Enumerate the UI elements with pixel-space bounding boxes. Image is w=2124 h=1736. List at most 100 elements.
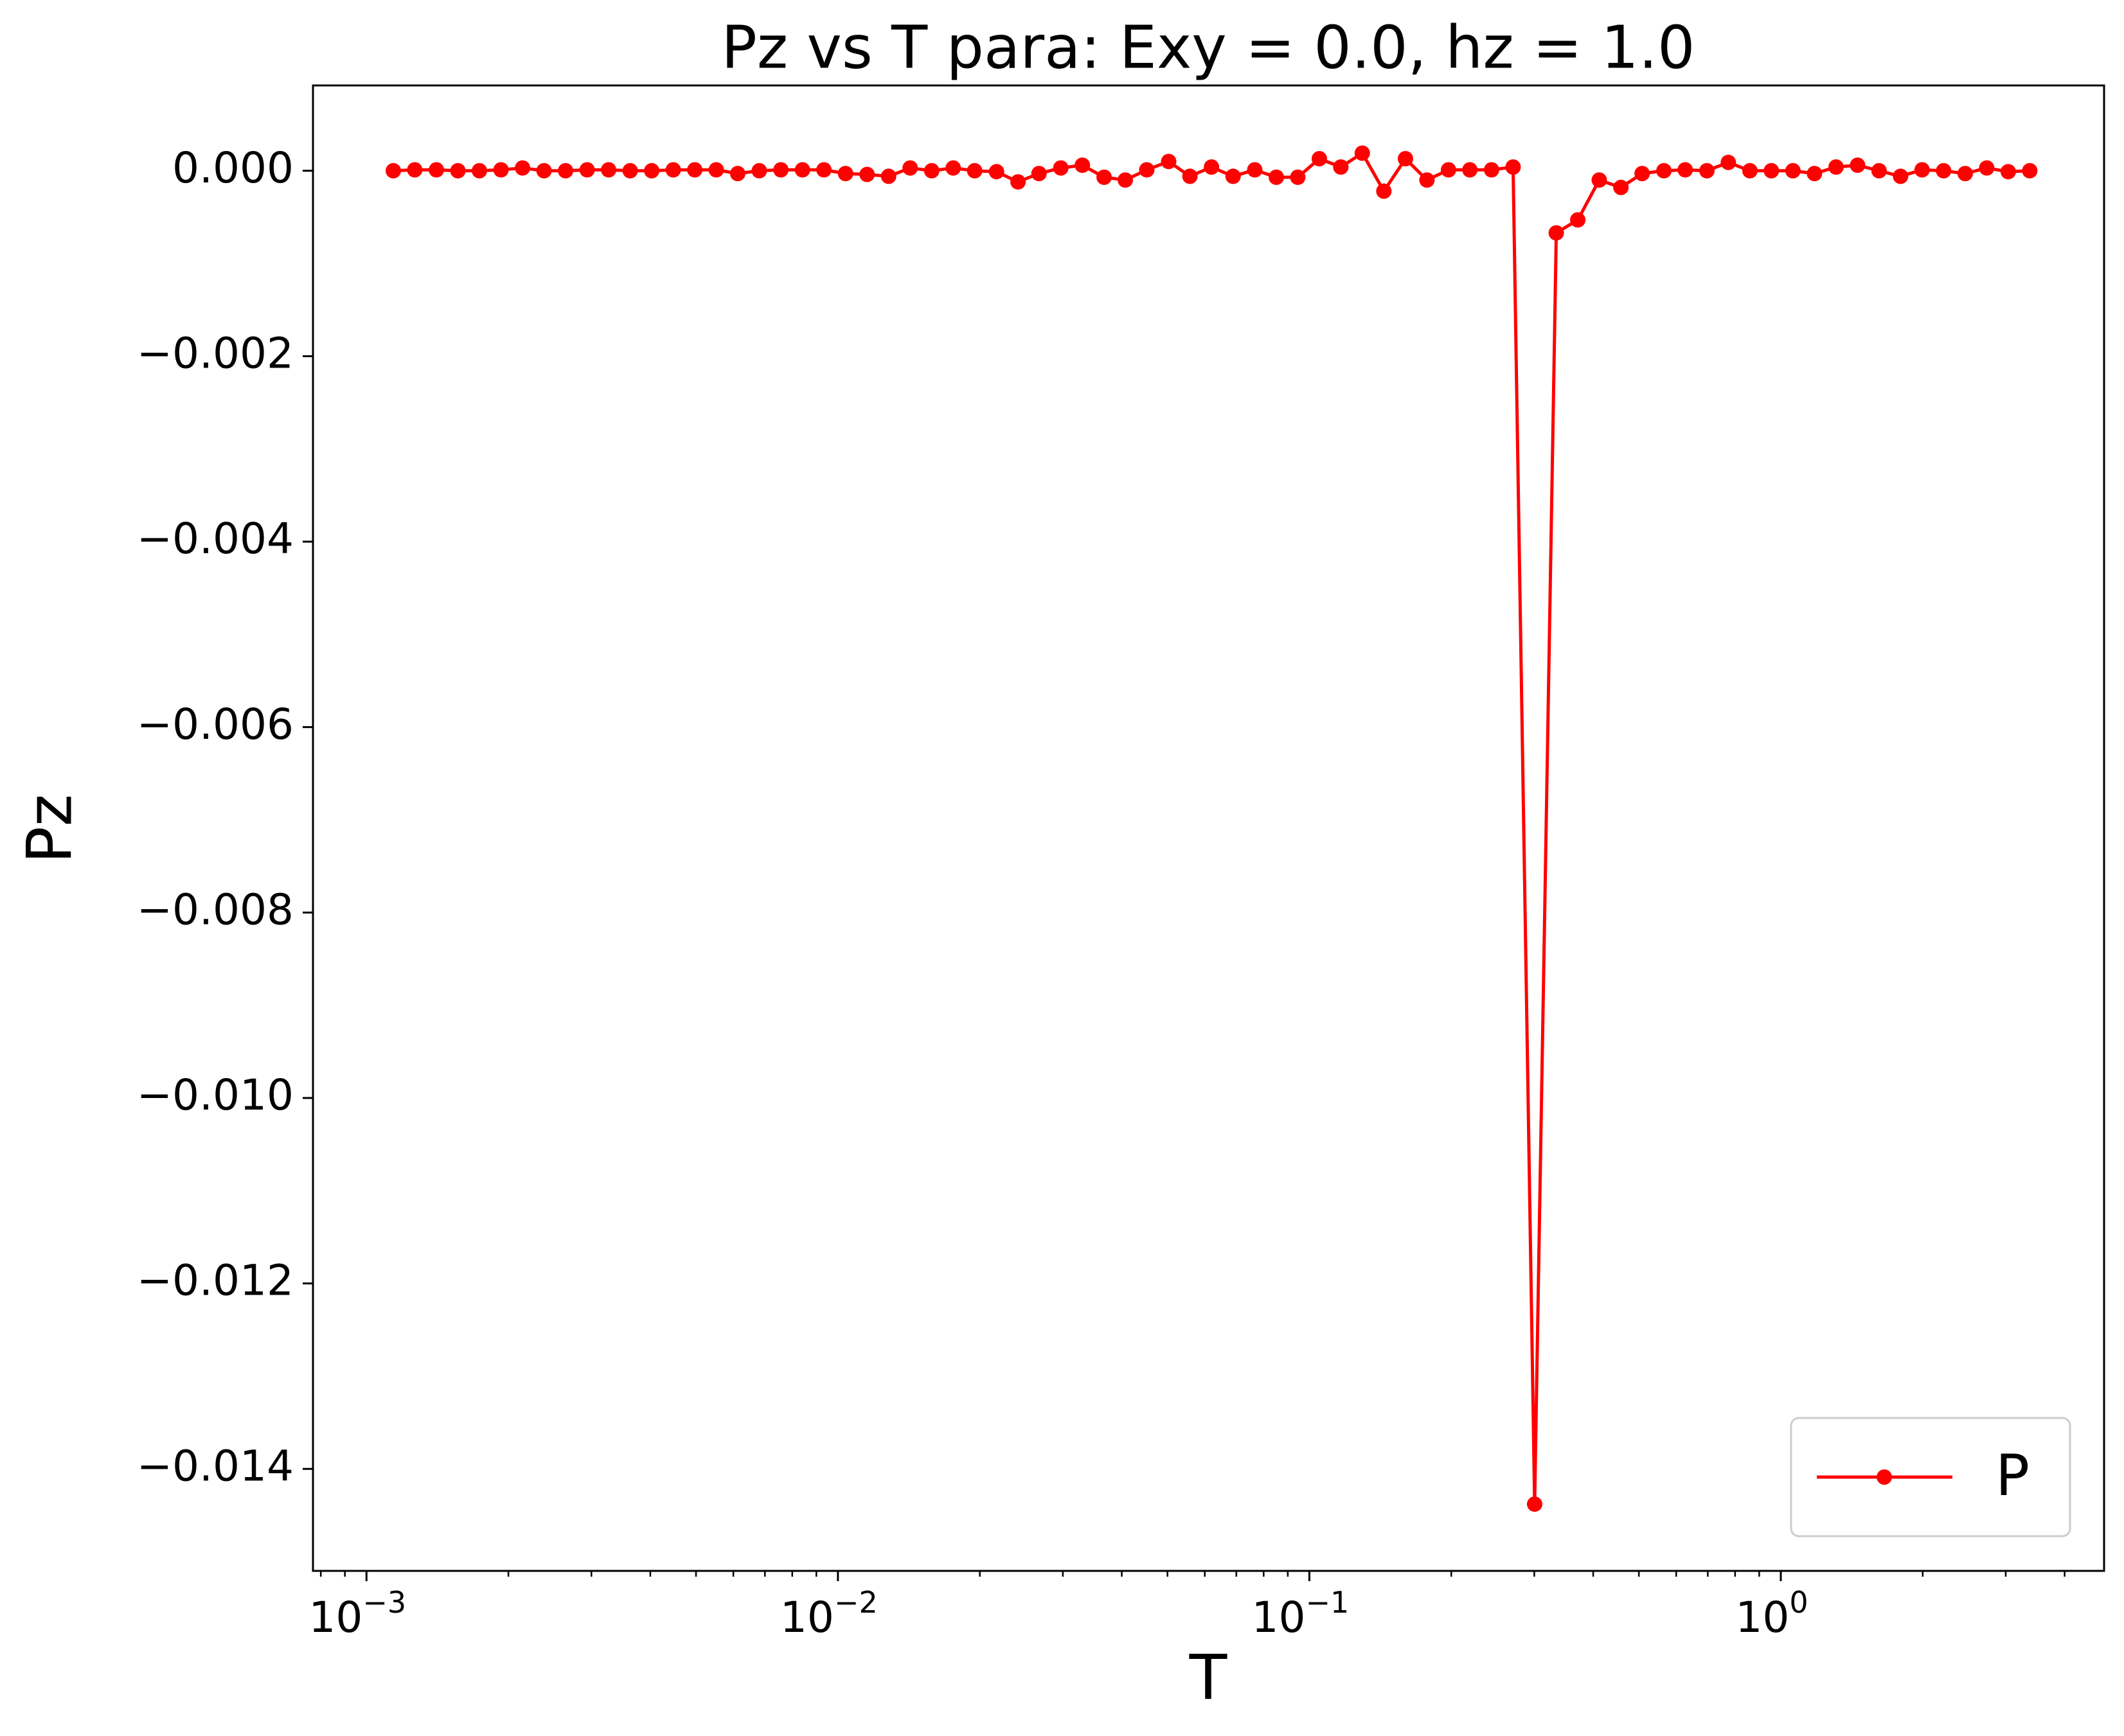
data-point <box>1979 160 1995 176</box>
data-point <box>924 163 940 179</box>
x-tick-exponent: −3 <box>362 1585 406 1620</box>
x-tick-base: 10 <box>780 1593 834 1642</box>
data-point <box>1290 169 1306 185</box>
y-tick-label: 0.000 <box>172 143 294 193</box>
data-point <box>837 166 853 182</box>
data-point <box>644 163 660 179</box>
data-point <box>1075 157 1091 173</box>
data-point <box>794 162 810 178</box>
data-point <box>665 162 681 178</box>
data-point <box>601 162 617 178</box>
data-point <box>1268 169 1284 185</box>
data-point <box>1440 162 1456 178</box>
legend-label: P <box>1995 1442 2030 1509</box>
x-tick-exponent: −2 <box>834 1585 878 1620</box>
y-tick-label: −0.006 <box>137 700 294 749</box>
data-point <box>1591 172 1607 188</box>
data-point <box>1247 162 1263 178</box>
data-point <box>967 163 983 179</box>
data-point <box>386 163 402 179</box>
data-point <box>1548 225 1564 241</box>
data-point <box>816 162 832 178</box>
data-point <box>1763 163 1780 179</box>
data-point <box>1634 166 1650 182</box>
data-point <box>1311 151 1327 167</box>
data-point <box>1462 162 1478 178</box>
data-point <box>2000 164 2016 180</box>
x-tick-label: 10−1 <box>1251 1585 1349 1642</box>
data-point <box>902 160 918 176</box>
data-point <box>1031 166 1047 182</box>
data-point <box>1742 163 1758 179</box>
x-tick-base: 10 <box>308 1593 362 1642</box>
y-tick-label: −0.004 <box>137 514 294 563</box>
data-point <box>945 160 961 176</box>
data-point <box>1914 162 1930 178</box>
data-point <box>515 160 531 176</box>
data-point <box>1053 160 1069 176</box>
data-point <box>1118 172 1134 188</box>
data-point <box>622 163 638 179</box>
x-tick-base: 10 <box>1735 1593 1789 1642</box>
data-point <box>1957 166 1973 182</box>
data-point <box>859 166 875 182</box>
data-point <box>2022 163 2038 179</box>
data-point <box>1656 163 1672 179</box>
data-point <box>1204 159 1220 175</box>
x-axis-label: T <box>1189 1642 1227 1714</box>
data-point <box>708 162 724 178</box>
data-point <box>579 162 595 178</box>
data-point <box>1936 163 1952 179</box>
chart-title: Pz vs T para: Exy = 0.0, hz = 1.0 <box>721 13 1695 82</box>
data-point <box>1010 174 1026 190</box>
x-tick-exponent: −1 <box>1305 1585 1349 1620</box>
data-point <box>1677 162 1693 178</box>
data-point <box>1139 162 1155 178</box>
data-point <box>1828 159 1844 175</box>
data-point <box>988 164 1004 180</box>
data-point <box>1850 157 1866 173</box>
data-point <box>729 166 745 182</box>
data-point <box>558 163 574 179</box>
data-point <box>1526 1496 1542 1512</box>
y-axis-label: Pz <box>13 794 85 864</box>
data-point <box>471 163 487 179</box>
data-point <box>1225 168 1241 184</box>
data-point <box>536 163 552 179</box>
y-tick-label: −0.008 <box>137 885 294 934</box>
data-point <box>880 168 897 184</box>
data-point <box>450 163 466 179</box>
x-tick-exponent: 0 <box>1789 1585 1808 1620</box>
y-tick-label: −0.002 <box>137 328 294 378</box>
plot-frame <box>312 84 2105 1572</box>
data-point <box>1333 159 1349 175</box>
data-point <box>751 163 767 179</box>
data-point <box>687 162 703 178</box>
x-tick-base: 10 <box>1251 1593 1305 1642</box>
data-point <box>1483 162 1499 178</box>
data-point <box>1785 163 1801 179</box>
data-point <box>407 162 423 178</box>
legend-marker <box>1877 1469 1892 1485</box>
data-point <box>1570 212 1586 228</box>
data-point <box>773 162 789 178</box>
data-point <box>1871 163 1887 179</box>
data-point <box>1354 145 1370 161</box>
data-point <box>429 162 445 178</box>
data-point <box>1893 168 1909 184</box>
data-point <box>1161 154 1177 170</box>
data-point <box>493 162 509 178</box>
data-point <box>1720 154 1736 170</box>
data-point <box>1807 166 1823 182</box>
data-point <box>1397 151 1413 167</box>
y-tick-label: −0.012 <box>137 1256 294 1306</box>
x-tick-label: 10−3 <box>308 1585 406 1642</box>
x-tick-label: 10−2 <box>780 1585 878 1642</box>
data-point <box>1419 172 1435 188</box>
y-tick-label: −0.014 <box>137 1441 294 1491</box>
y-tick-label: −0.010 <box>137 1070 294 1120</box>
x-tick-label: 100 <box>1735 1585 1808 1642</box>
data-point <box>1096 169 1112 185</box>
